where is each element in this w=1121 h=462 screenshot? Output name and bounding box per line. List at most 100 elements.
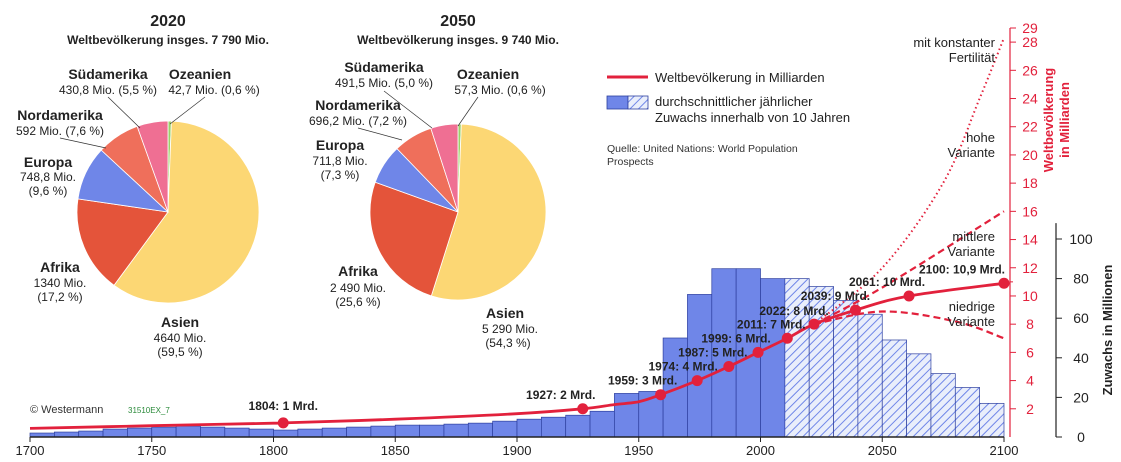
milestone-point [277, 417, 289, 429]
milestone-point [849, 304, 861, 316]
pie-2020-slice-asia [113, 120, 260, 304]
billions-axis-tick-label: 14 [1022, 232, 1038, 248]
x-axis: 1700 1750 1800 1850 1900 1950 2000 2050 2100 [16, 436, 1019, 458]
growth-bar [979, 402, 1005, 438]
growth-axis: 0 20 40 60 80 100 [1055, 223, 1093, 445]
growth-axis-tick-label: 100 [1069, 231, 1093, 247]
milestone-label: 1959: 3 Mrd. [608, 374, 677, 388]
milestone-point [577, 403, 589, 415]
source-note-1: Quelle: United Nations: World Population [607, 143, 798, 155]
variant-high-label-2: Variante [948, 145, 995, 160]
pie-2020-southamerica-name: Südamerika [68, 66, 148, 82]
growth-bar [78, 430, 104, 438]
x-axis-tick-label: 2000 [746, 443, 775, 457]
milestone-labels: 1804: 1 Mrd. 1927: 2 Mrd. 1959: 3 Mrd.1974… [249, 262, 1005, 413]
credit-code: 31510EX_7 [128, 406, 170, 415]
x-axis-tick-label: 1800 [259, 443, 288, 457]
milestone-label: 2061: 10 Mrd. [849, 275, 925, 289]
growth-bar [200, 426, 226, 438]
billions-axis-tick-label: 24 [1022, 91, 1038, 107]
growth-bar [881, 339, 907, 438]
variant-low-label-2: Variante [948, 314, 995, 329]
milestone-point [903, 290, 915, 302]
billions-axis-tick-label: 2 [1026, 401, 1034, 417]
growth-bar [614, 393, 640, 438]
pie-2050-oceania-value: 57,3 Mio. (0,6 %) [454, 83, 545, 97]
growth-bar [297, 428, 323, 438]
growth-axis-tick-label: 80 [1073, 271, 1089, 287]
pie-2020-northamerica-value: 592 Mio. (7,6 %) [16, 124, 104, 138]
growth-bar [443, 423, 469, 438]
billions-axis-tick-label: 12 [1022, 260, 1038, 276]
pie-2050-slice-africa [369, 181, 459, 297]
credit: © Westermann [30, 404, 103, 416]
variant-medium-label-2: Variante [948, 244, 995, 259]
billions-axis-tick-label: 20 [1022, 147, 1038, 163]
billions-axis-tick-label: 6 [1026, 344, 1034, 360]
growth-bar [906, 353, 932, 438]
pie-2020-europe-name: Europa [24, 154, 72, 170]
pie-2020-asia-name: Asien [161, 314, 199, 330]
growth-bar [516, 418, 542, 438]
variant-medium-label-1: mittlere [952, 229, 995, 244]
milestone-label: 1804: 1 Mrd. [249, 399, 318, 413]
legend-bar-label-2: Zuwachs innerhalb von 10 Jahren [655, 110, 850, 125]
source-note-2: Prospects [607, 156, 654, 168]
x-axis-tick-label: 1850 [381, 443, 410, 457]
milestone-point [691, 375, 703, 387]
pie-2020-oceania-value: 42,7 Mio. (0,6 %) [168, 83, 259, 97]
pie-2020-subtitle: Weltbevölkerung insges. 7 790 Mio. [67, 33, 269, 47]
billions-axis-tick-label: 4 [1026, 373, 1034, 389]
pie-2050-europe-percent: (7,3 %) [321, 168, 360, 182]
growth-bar [930, 373, 956, 438]
growth-bar [224, 427, 250, 438]
variant-labels: mit konstanter Fertilität hohe Variante … [913, 35, 995, 329]
growth-axis-tick-label: 20 [1073, 389, 1089, 405]
growth-bar [127, 427, 153, 438]
milestone-label: 2011: 7 Mrd. [737, 317, 806, 331]
milestone-point [723, 360, 735, 372]
milestone-point [752, 346, 764, 358]
milestone-label: 1927: 2 Mrd. [526, 388, 595, 402]
pie-2050-europe-value: 711,8 Mio. [312, 154, 367, 168]
legend-bar-swatch-hatched [627, 95, 649, 110]
growth-bar [370, 425, 396, 438]
legend-bar-swatch-solid [606, 95, 629, 110]
x-axis-tick-label: 1700 [16, 443, 45, 457]
pie-2020-africa-percent: (17,2 %) [37, 290, 82, 304]
billions-axis-tick-label: 18 [1022, 175, 1038, 191]
legend-line-label: Weltbevölkerung in Milliarden [655, 70, 825, 85]
growth-bar [273, 429, 299, 438]
growth-bars [29, 268, 1005, 438]
high-variant-line [813, 210, 1005, 326]
pie-2020-slice-southamerica [136, 120, 169, 213]
growth-bar [589, 410, 615, 438]
growth-bar [760, 278, 786, 438]
growth-bar [833, 300, 859, 438]
milestone-label: 1974: 4 Mrd. [649, 360, 718, 374]
pie-2020-slice-africa [76, 198, 169, 286]
variant-high-label-1: hohe [966, 130, 995, 145]
pie-2050-asia-name: Asien [486, 305, 524, 321]
billions-axis-title-1: Weltbevölkerung [1041, 68, 1056, 173]
pie-2050: 2050 Weltbevölkerung insges. 9 740 Mio. … [309, 13, 559, 350]
pie-2050-oceania-name: Ozeanien [457, 66, 519, 82]
pie-2020-northamerica-name: Nordamerika [17, 107, 103, 123]
billions-axis-tick-label: 29 [1022, 20, 1038, 36]
x-axis-tick-label: 2100 [990, 443, 1019, 457]
pie-2020-asia-percent: (59,5 %) [157, 345, 202, 359]
growth-bar [346, 426, 372, 438]
pie-2020-africa-value: 1340 Mio. [34, 276, 87, 290]
growth-bar [687, 294, 713, 438]
pie-2050-slice-asia [430, 123, 547, 301]
milestone-point [998, 277, 1010, 289]
pie-2020-year: 2020 [150, 13, 186, 30]
growth-bar [394, 424, 420, 438]
pie-2020-europe-percent: (9,6 %) [29, 184, 68, 198]
pie-2050-subtitle: Weltbevölkerung insges. 9 740 Mio. [357, 33, 559, 47]
pie-2020-oceania-name: Ozeanien [169, 66, 231, 82]
growth-axis-title: Zuwachs in Millionen [1100, 265, 1115, 396]
milestone-point [781, 332, 793, 344]
